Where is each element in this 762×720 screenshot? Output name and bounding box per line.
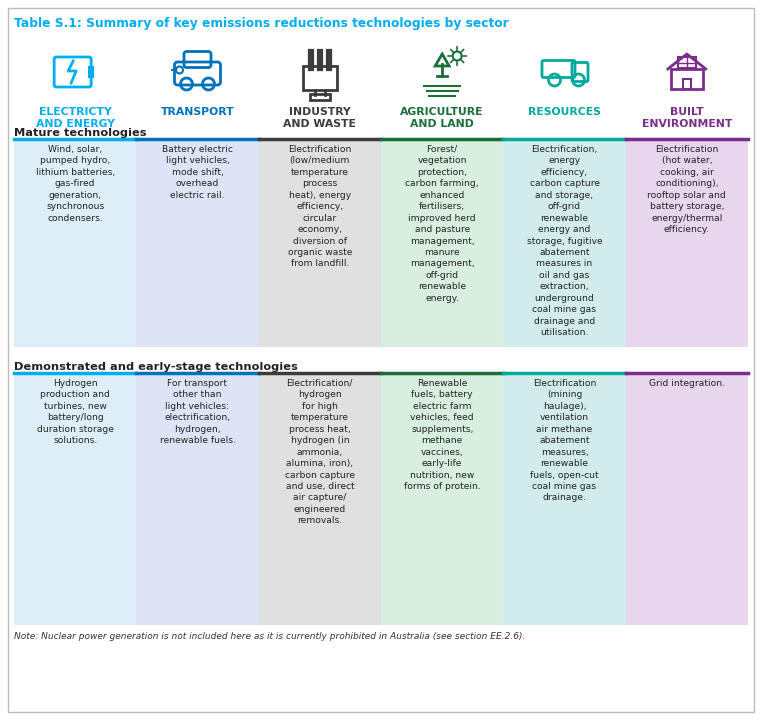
Text: Electrification/
hydrogen
for high
temperature
process heat,
hydrogen (in
ammoni: Electrification/ hydrogen for high tempe…	[285, 379, 355, 526]
Bar	[504, 139, 626, 347]
Text: Renewable
fuels, battery
electric farm
vehicles, feed
supplements,
methane
vacci: Renewable fuels, battery electric farm v…	[404, 379, 481, 491]
Bar	[683, 79, 691, 89]
Bar	[258, 373, 381, 625]
Bar	[504, 373, 626, 625]
Text: Note: Nuclear power generation is not included here as it is currently prohibite: Note: Nuclear power generation is not in…	[14, 632, 525, 641]
Bar	[14, 373, 136, 625]
Text: BUILT
ENVIRONMENT: BUILT ENVIRONMENT	[642, 107, 732, 130]
Bar	[678, 57, 696, 68]
Text: ELECTRICTY
AND ENERGY: ELECTRICTY AND ENERGY	[36, 107, 114, 130]
Text: INDUSTRY
AND WASTE: INDUSTRY AND WASTE	[283, 107, 357, 130]
Bar	[381, 373, 504, 625]
Text: Table S.1: Summary of key emissions reductions technologies by sector: Table S.1: Summary of key emissions redu…	[14, 17, 509, 30]
Bar	[14, 139, 136, 347]
Text: RESOURCES: RESOURCES	[528, 107, 601, 117]
Text: Grid integration.: Grid integration.	[648, 379, 725, 388]
Bar	[136, 373, 258, 625]
Text: For transport
other than
light vehicles:
electrification,
hydrogen,
renewable fu: For transport other than light vehicles:…	[159, 379, 235, 445]
Text: Hydrogen
production and
turbines, new
battery/long
duration storage
solutions.: Hydrogen production and turbines, new ba…	[37, 379, 114, 445]
Text: Battery electric
light vehicles,
mode shift,
overhead
electric rail.: Battery electric light vehicles, mode sh…	[162, 145, 233, 199]
Text: Electrification
(low/medium
temperature
process
heat), energy
efficiency,
circul: Electrification (low/medium temperature …	[287, 145, 352, 269]
Text: Mature technologies: Mature technologies	[14, 128, 146, 138]
Text: Electrification
(mining
haulage),
ventilation
air methane
abatement
measures,
re: Electrification (mining haulage), ventil…	[530, 379, 599, 503]
Bar	[136, 139, 258, 347]
Text: TRANSPORT: TRANSPORT	[161, 107, 234, 117]
Text: Demonstrated and early-stage technologies: Demonstrated and early-stage technologie…	[14, 362, 298, 372]
Bar	[310, 94, 330, 100]
Bar	[258, 139, 381, 347]
Bar	[626, 373, 748, 625]
Text: AGRICULTURE
AND LAND: AGRICULTURE AND LAND	[400, 107, 484, 130]
Bar	[626, 139, 748, 347]
Bar	[671, 69, 703, 89]
Text: Electrification,
energy
efficiency,
carbon capture
and storage,
off-grid
renewab: Electrification, energy efficiency, carb…	[527, 145, 602, 337]
Bar	[303, 66, 337, 90]
Text: Electrification
(hot water,
cooking, air
conditioning),
rooftop solar and
batter: Electrification (hot water, cooking, air…	[648, 145, 726, 234]
Text: Wind, solar,
pumped hydro,
lithium batteries,
gas-fired
generation,
synchronous
: Wind, solar, pumped hydro, lithium batte…	[36, 145, 115, 222]
Bar	[89, 67, 93, 77]
Text: Forest/
vegetation
protection,
carbon farming,
enhanced
fertilisers,
improved he: Forest/ vegetation protection, carbon fa…	[405, 145, 479, 303]
Bar	[381, 139, 504, 347]
